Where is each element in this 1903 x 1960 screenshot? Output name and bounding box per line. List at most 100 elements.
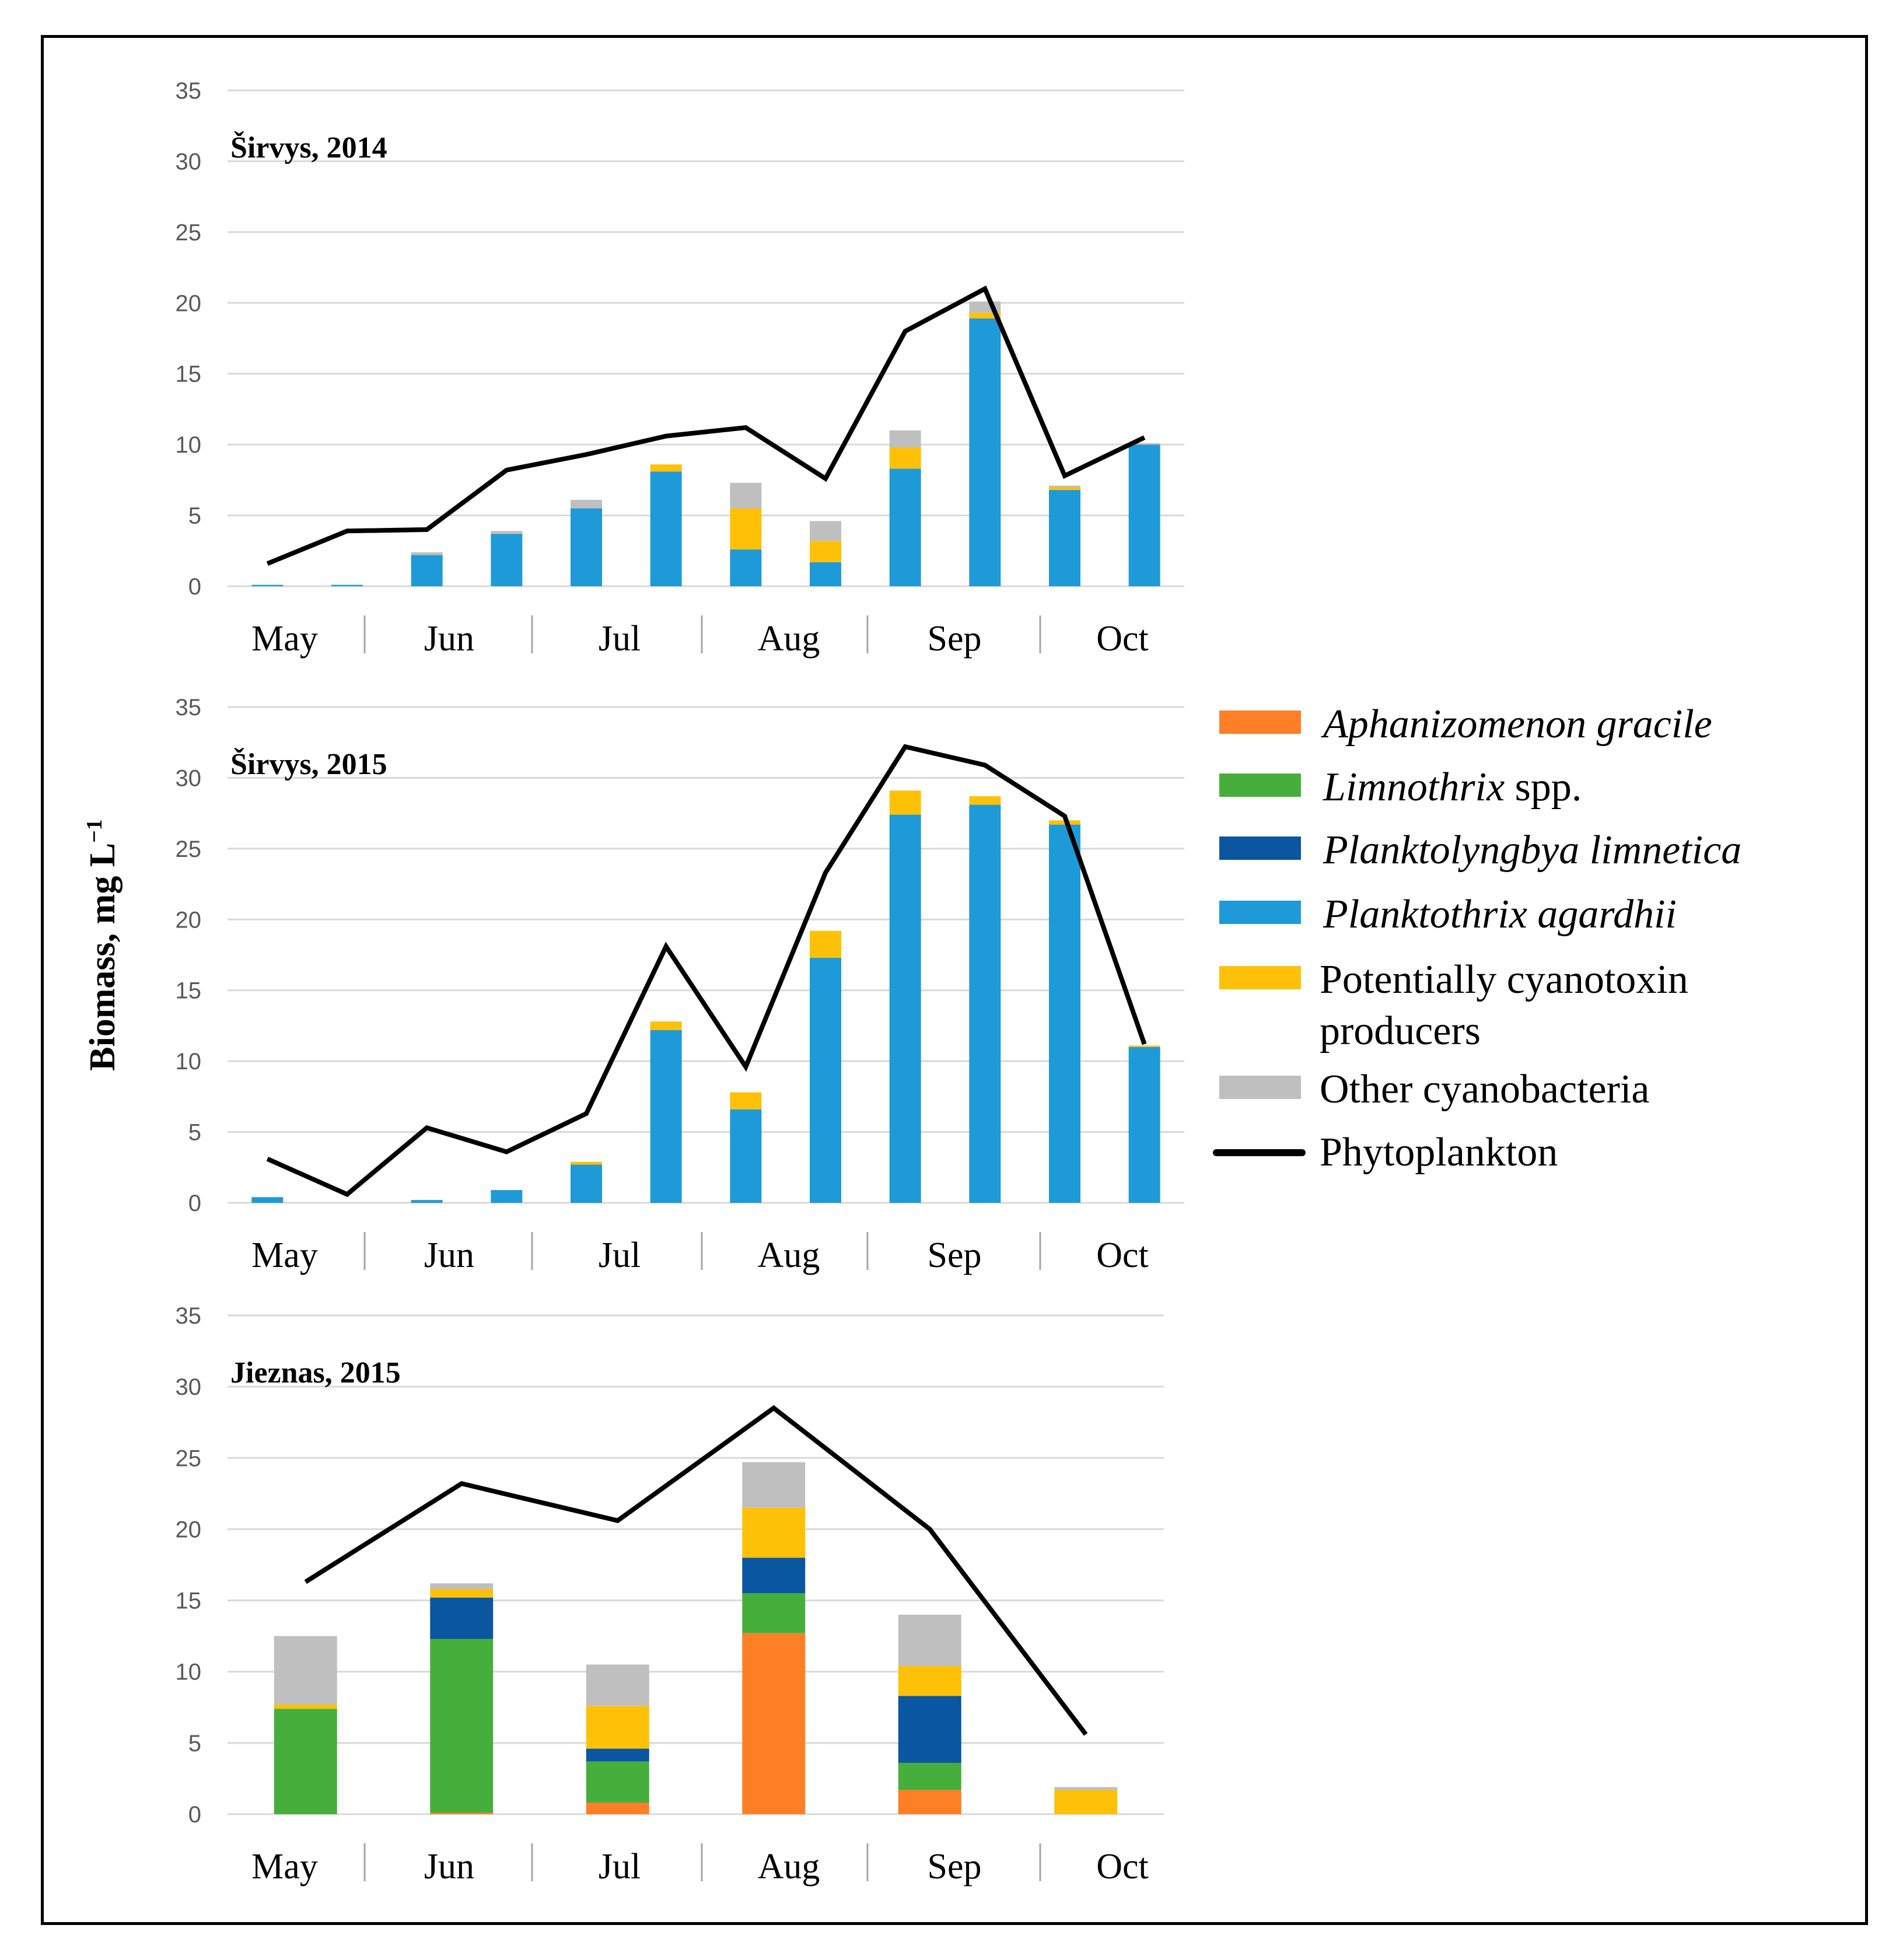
panel-title: Jieznas, 2015 [230,1356,401,1390]
bar-segment-other [898,1615,961,1666]
bar-segment-other [571,499,602,509]
y-tick-label: 0 [188,574,201,600]
bar-segment-planktolyngbya [430,1597,494,1639]
month-label: Oct [1096,619,1149,659]
y-tick-label: 30 [176,149,202,174]
bar-segment-other [1128,443,1160,445]
bar-segment-planktothrix [571,508,602,586]
month-label: Oct [1096,1236,1149,1275]
bar-segment-planktothrix [969,318,1001,586]
y-tick-label: 0 [188,1191,201,1216]
legend-swatch-aphanizomenon [1219,710,1301,734]
y-tick-label: 0 [188,1802,201,1828]
bar-segment-planktothrix [491,534,523,586]
y-tick-label: 15 [176,362,202,387]
legend-label: Potentially cyanotoxin [1320,957,1688,1002]
month-label: May [251,1847,318,1887]
y-tick-label: 5 [188,1120,201,1146]
y-tick-label: 20 [176,1517,202,1542]
bar-segment-potential [898,1665,961,1696]
y-tick-label: 15 [176,978,202,1004]
legend-swatch-planktothrix [1219,901,1301,924]
y-tick-label: 30 [176,765,202,791]
legend-label: Planktothrix agardhii [1323,892,1677,937]
bar-segment-planktothrix [1128,444,1160,586]
bar-segment-other [1049,485,1080,487]
bar-segment-potential [969,796,1001,805]
month-label: Jul [599,619,641,659]
bar-segment-planktolyngbya [742,1558,806,1594]
month-label: Jul [599,1847,641,1887]
y-tick-label: 5 [188,503,201,529]
y-tick-label: 10 [176,1049,202,1074]
y-axis-label: Biomass, mg L−1 [82,819,123,1071]
bar-segment-other [491,531,523,534]
bar-segment-other [411,552,443,555]
legend-item-potential: Potentially cyanotoxin producers [1219,957,1688,1054]
legend-item-other: Other cyanobacteria [1219,1067,1650,1112]
month-label: Jun [424,1236,474,1275]
month-label: Aug [758,1236,820,1275]
month-label: Oct [1096,1847,1149,1887]
y-tick-label: 35 [176,78,202,104]
legend-item-aphanizomenon: Aphanizomenon gracile [1219,702,1712,747]
bar-segment-potential [571,1161,602,1165]
chart-panel-2: 0 5 10 15 20 25 30 35 Širvys, 2015 May Jun Jul Aug Se… [176,695,1184,1275]
y-tick-label: 15 [176,1588,202,1614]
legend-label: Phytoplankton [1320,1130,1558,1175]
bar-segment-planktothrix [810,957,841,1203]
bar-segment-potential [889,790,921,815]
y-tick-label: 10 [176,432,202,458]
bar-segment-planktothrix [571,1164,602,1203]
bar-segment-potential [430,1589,494,1598]
y-tick-label: 20 [176,290,202,316]
phytoplankton-line [304,1405,1088,1736]
bar-segment-limnothrix [742,1593,806,1633]
legend-item-planktothrix: Planktothrix agardhii [1219,892,1677,937]
y-tick-label: 25 [176,836,202,862]
bar-segment-potential [810,930,841,958]
bar-segment-potential [742,1507,806,1558]
bar-segment-potential [889,447,921,469]
bar-segment-planktothrix [889,468,921,586]
month-label: Jul [599,1236,641,1275]
bar-segment-other [586,1664,649,1706]
bar-segment-aphanizomenon [586,1803,649,1814]
bar-segment-limnothrix [898,1763,961,1790]
bar-segment-aphanizomenon [898,1790,961,1814]
bar-segment-planktothrix [331,584,363,586]
legend-label: Aphanizomenon gracile [1321,702,1712,747]
legend-item-phytoplankton: Phytoplankton [1213,1130,1558,1175]
bar-segment-aphanizomenon [430,1812,494,1814]
y-tick-label: 25 [176,1446,202,1471]
y-tick-label: 5 [188,1731,201,1756]
bar-segment-potential [1054,1790,1118,1814]
bar-segment-potential [730,1092,762,1110]
bar-segment-planktothrix [650,471,682,586]
bar-segment-potential [1049,487,1080,490]
legend-label: Other cyanobacteria [1320,1067,1650,1112]
bar-segment-potential [1128,1045,1160,1047]
bar-segment-potential [730,508,762,550]
bar-segment-other [810,521,841,541]
y-tick-label: 25 [176,220,202,246]
legend-label: producers [1320,1009,1481,1054]
bar-segment-planktothrix [1049,489,1080,586]
bar-segment-other [889,430,921,447]
y-tick-label: 20 [176,907,202,933]
bar-segment-aphanizomenon [742,1633,806,1814]
bar-segment-potential [650,464,682,472]
bar-segment-planktothrix [1049,824,1080,1203]
month-label: Aug [758,619,820,659]
bar-segment-other [430,1583,494,1590]
y-tick-label: 35 [176,695,202,720]
legend-swatch-planktolyngbya [1219,836,1301,860]
y-tick-label: 35 [176,1303,202,1329]
bar-segment-planktolyngbya [586,1748,649,1762]
bar-segment-potential [969,313,1001,318]
bar-segment-other [1054,1787,1118,1790]
legend-label: Planktolyngbya limnetica [1323,828,1741,873]
bar-segment-planktothrix [730,1109,762,1203]
legend-label: Limnothrix spp. [1323,765,1582,810]
legend-item-limnothrix: Limnothrix spp. [1219,765,1582,810]
